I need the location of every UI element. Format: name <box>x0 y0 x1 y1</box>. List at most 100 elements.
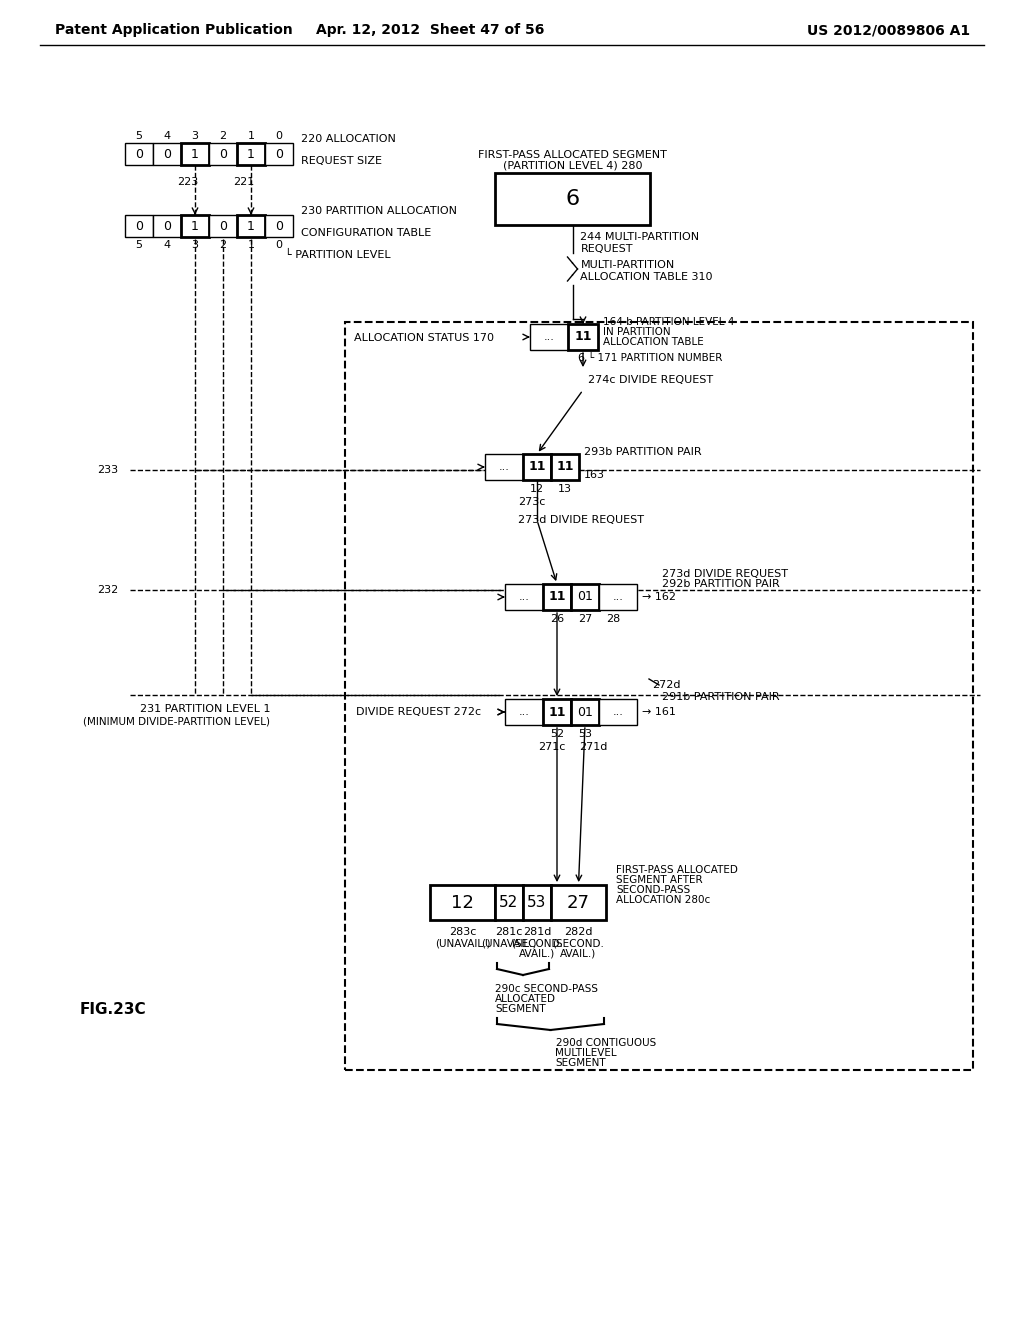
Text: (UNAVAIL.): (UNAVAIL.) <box>481 939 537 948</box>
Text: 221: 221 <box>233 177 254 187</box>
Text: 27: 27 <box>567 894 590 912</box>
Text: → 162: → 162 <box>642 591 676 602</box>
Text: 292b PARTITION PAIR: 292b PARTITION PAIR <box>662 579 779 589</box>
Text: 274c DIVIDE REQUEST: 274c DIVIDE REQUEST <box>588 375 713 385</box>
Text: 273c: 273c <box>518 498 546 507</box>
Text: CONFIGURATION TABLE: CONFIGURATION TABLE <box>301 228 431 238</box>
Text: FIRST-PASS ALLOCATED: FIRST-PASS ALLOCATED <box>616 865 738 875</box>
Text: 273d DIVIDE REQUEST: 273d DIVIDE REQUEST <box>662 569 788 579</box>
Text: (MINIMUM DIVIDE-PARTITION LEVEL): (MINIMUM DIVIDE-PARTITION LEVEL) <box>83 717 270 727</box>
Bar <box>571 583 599 610</box>
Text: Patent Application Publication: Patent Application Publication <box>55 22 293 37</box>
Text: 0: 0 <box>275 131 283 141</box>
Text: SEGMENT AFTER: SEGMENT AFTER <box>616 875 702 884</box>
Text: ALLOCATION TABLE 310: ALLOCATION TABLE 310 <box>581 272 713 282</box>
Text: 0: 0 <box>275 148 283 161</box>
Text: (SECOND.: (SECOND. <box>511 939 563 948</box>
Bar <box>265 215 293 238</box>
Bar <box>551 454 579 480</box>
Text: 1: 1 <box>248 240 255 249</box>
Text: 53: 53 <box>527 895 547 909</box>
Text: 164 b PARTITION LEVEL 4: 164 b PARTITION LEVEL 4 <box>603 317 734 327</box>
Text: 293b PARTITION PAIR: 293b PARTITION PAIR <box>584 447 701 457</box>
Text: 01: 01 <box>578 705 593 718</box>
Text: 233: 233 <box>97 465 118 475</box>
Text: 2: 2 <box>219 240 226 249</box>
Text: 3: 3 <box>191 131 199 141</box>
Bar <box>571 700 599 725</box>
Text: 220 ALLOCATION: 220 ALLOCATION <box>301 135 396 144</box>
Text: ...: ... <box>518 591 529 602</box>
Bar <box>523 884 551 920</box>
Bar <box>599 700 637 725</box>
Text: (UNAVAIL.): (UNAVAIL.) <box>435 939 490 948</box>
Text: 11: 11 <box>548 705 565 718</box>
Text: 1: 1 <box>191 219 199 232</box>
Text: 13: 13 <box>558 484 572 494</box>
Text: 4: 4 <box>164 240 171 249</box>
Bar <box>430 884 495 920</box>
Text: └ PARTITION LEVEL: └ PARTITION LEVEL <box>285 249 390 260</box>
Text: 0: 0 <box>219 148 227 161</box>
Text: 26: 26 <box>550 614 564 624</box>
Bar <box>265 143 293 165</box>
Bar <box>599 583 637 610</box>
Text: 52: 52 <box>500 895 518 909</box>
Text: 11: 11 <box>528 461 546 474</box>
Text: 6: 6 <box>578 352 585 363</box>
Text: 12: 12 <box>451 894 474 912</box>
Text: AVAIL.): AVAIL.) <box>560 948 597 958</box>
Text: ALLOCATED: ALLOCATED <box>495 994 556 1005</box>
Text: 0: 0 <box>275 240 283 249</box>
Text: ALLOCATION STATUS 170: ALLOCATION STATUS 170 <box>354 333 494 343</box>
Bar <box>543 583 571 610</box>
Text: 223: 223 <box>177 177 199 187</box>
Text: 271d: 271d <box>579 742 607 752</box>
Text: 11: 11 <box>548 590 565 603</box>
Text: Apr. 12, 2012  Sheet 47 of 56: Apr. 12, 2012 Sheet 47 of 56 <box>315 22 544 37</box>
Text: 272d: 272d <box>652 680 681 690</box>
Bar <box>543 700 571 725</box>
Text: 27: 27 <box>578 614 592 624</box>
Bar <box>181 143 209 165</box>
Text: ...: ... <box>499 462 509 473</box>
Text: 283c: 283c <box>449 927 476 937</box>
Bar <box>209 143 237 165</box>
Text: SEGMENT: SEGMENT <box>495 1005 546 1014</box>
Bar <box>530 323 568 350</box>
Text: 290c SECOND-PASS: 290c SECOND-PASS <box>495 983 598 994</box>
Bar <box>495 173 650 224</box>
Text: 53: 53 <box>578 729 592 739</box>
Text: 12: 12 <box>530 484 544 494</box>
Text: 1: 1 <box>191 148 199 161</box>
Text: 281c: 281c <box>496 927 522 937</box>
Text: SEGMENT: SEGMENT <box>555 1059 606 1068</box>
Bar <box>505 700 543 725</box>
Bar <box>523 454 551 480</box>
Text: DIVIDE REQUEST 272c: DIVIDE REQUEST 272c <box>356 708 481 717</box>
Bar <box>485 454 523 480</box>
Text: AVAIL.): AVAIL.) <box>519 948 555 958</box>
Bar <box>125 143 153 165</box>
Text: 290d CONTIGUOUS: 290d CONTIGUOUS <box>555 1038 655 1048</box>
Text: 01: 01 <box>578 590 593 603</box>
Bar <box>181 215 209 238</box>
Text: REQUEST: REQUEST <box>581 244 633 253</box>
Text: (PARTITION LEVEL 4) 280: (PARTITION LEVEL 4) 280 <box>503 161 642 172</box>
Text: 1: 1 <box>247 219 255 232</box>
Text: 244 MULTI-PARTITION: 244 MULTI-PARTITION <box>581 232 699 242</box>
Text: 281d: 281d <box>523 927 551 937</box>
Text: 282d: 282d <box>564 927 593 937</box>
Bar <box>505 583 543 610</box>
Text: 6: 6 <box>565 189 580 209</box>
Text: 0: 0 <box>163 148 171 161</box>
Text: 291b PARTITION PAIR: 291b PARTITION PAIR <box>662 692 779 702</box>
Text: 232: 232 <box>96 585 118 595</box>
Text: 28: 28 <box>606 614 621 624</box>
Text: ALLOCATION 280c: ALLOCATION 280c <box>616 895 711 906</box>
Text: 1: 1 <box>247 148 255 161</box>
Text: 231 PARTITION LEVEL 1: 231 PARTITION LEVEL 1 <box>139 704 270 714</box>
Text: 163: 163 <box>584 470 605 480</box>
Text: IN PARTITION: IN PARTITION <box>603 327 671 337</box>
Bar <box>153 143 181 165</box>
